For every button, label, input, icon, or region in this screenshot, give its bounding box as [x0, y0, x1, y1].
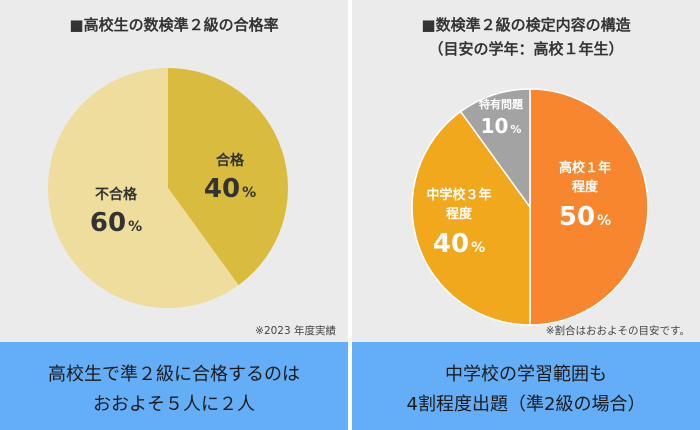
- pie-slice: [529, 88, 649, 326]
- slice-label: 高校１年: [559, 160, 611, 176]
- pie-slice: [411, 110, 531, 326]
- pass-rate-banner: 高校生で準２級に合格するのは おおよそ５人に２人: [0, 342, 348, 430]
- banner-line-2: おおよそ５人に２人: [93, 394, 255, 415]
- pie-slice: [459, 88, 531, 210]
- banner-line-2: 4割程度出題（準2級の場合）: [406, 394, 646, 415]
- slice-label: 程度: [446, 206, 473, 222]
- slice-label: 程度: [572, 179, 599, 195]
- slice-label: 特有問題: [479, 97, 524, 111]
- slice-value-label: 60%: [90, 208, 142, 238]
- banner-line-1: 中学校の学習範囲も: [445, 364, 607, 385]
- slice-value-label: 40%: [204, 174, 256, 204]
- slice-value-label: 50%: [559, 202, 611, 232]
- slice-label: 合格: [216, 152, 245, 169]
- content-structure-panel: ■数検準２級の検定内容の構造 （目安の学年：高校１年生） 高校１年程度 50% 中学…: [352, 0, 700, 430]
- pass-rate-panel: ■高校生の数検準２級の合格率 合格 40% 不合格 60% ※2023 年度実績 高校…: [0, 0, 348, 430]
- banner-line-1: 高校生で準２級に合格するのは: [48, 364, 300, 385]
- slice-value-label: 10%: [481, 114, 522, 138]
- pass-rate-pie-chart: 合格 40 % 不合格 60%: [48, 68, 289, 308]
- structure-banner: 中学校の学習範囲も 4割程度出題（準2級の場合）: [352, 342, 700, 430]
- structure-title: ■数検準２級の検定内容の構造: [421, 16, 631, 34]
- pass-rate-title: ■高校生の数検準２級の合格率: [69, 16, 279, 34]
- pie-slice: [168, 68, 289, 286]
- slice-value-label: 40%: [433, 229, 485, 259]
- pass-rate-note: ※2023 年度実績: [255, 325, 336, 337]
- pie-slice: [48, 68, 239, 308]
- slice-label: 中学校３年: [426, 187, 491, 203]
- structure-subtitle: （目安の学年：高校１年生）: [428, 40, 624, 58]
- structure-note: ※割合はおおよその目安です。: [545, 325, 690, 337]
- slice-label: 不合格: [95, 186, 138, 203]
